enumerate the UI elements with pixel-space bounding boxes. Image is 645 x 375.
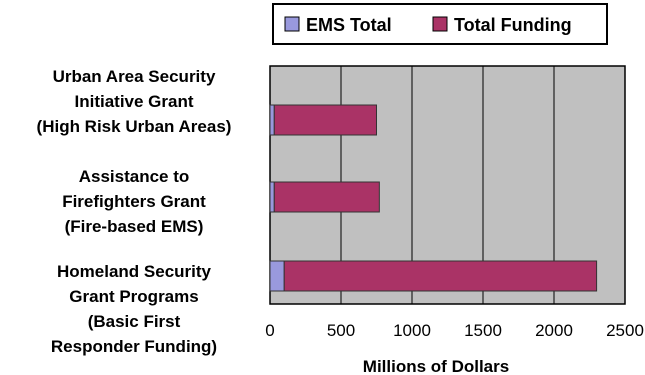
bars — [269, 104, 598, 292]
bar-segment — [269, 104, 275, 136]
legend-swatch-total-funding — [432, 16, 448, 32]
x-tick-label: 1500 — [464, 321, 502, 340]
category-label-line: Assistance to — [79, 167, 190, 186]
bar-segment — [269, 260, 285, 292]
category-label: Homeland Security Grant Programs (Basic Fi… — [51, 262, 217, 356]
bar-segment — [273, 181, 380, 213]
x-axis-title: Millions of Dollars — [363, 357, 509, 375]
legend-label-total-funding: Total Funding — [454, 15, 572, 35]
category-label-line: Responder Funding) — [51, 337, 217, 356]
legend-label-ems-total: EMS Total — [306, 15, 392, 35]
x-tick-labels: 0 500 1000 1500 2000 2500 — [265, 321, 644, 340]
bar-segment — [273, 104, 378, 136]
category-label-line: (Basic First — [88, 312, 181, 331]
x-tick-label: 2500 — [606, 321, 644, 340]
category-label-line: (High Risk Urban Areas) — [37, 117, 232, 136]
category-label-line: (Fire-based EMS) — [65, 217, 204, 236]
legend-swatch-ems-total — [284, 16, 300, 32]
bar-segment — [269, 181, 275, 213]
category-label-line: Grant Programs — [69, 287, 198, 306]
category-labels: Urban Area Security Initiative Grant (High… — [37, 67, 232, 356]
x-tick-label: 500 — [327, 321, 355, 340]
category-label-line: Firefighters Grant — [62, 192, 206, 211]
bar-segment — [283, 260, 598, 292]
x-tick-label: 1000 — [393, 321, 431, 340]
category-label: Urban Area Security Initiative Grant (High… — [37, 67, 232, 136]
x-tick-label: 2000 — [535, 321, 573, 340]
category-label: Assistance to Firefighters Grant (Fire-bas… — [62, 167, 206, 236]
category-label-line: Homeland Security — [57, 262, 212, 281]
legend: EMS Total Total Funding — [272, 3, 608, 45]
category-label-line: Urban Area Security — [53, 67, 216, 86]
category-label-line: Initiative Grant — [74, 92, 193, 111]
x-tick-label: 0 — [265, 321, 274, 340]
